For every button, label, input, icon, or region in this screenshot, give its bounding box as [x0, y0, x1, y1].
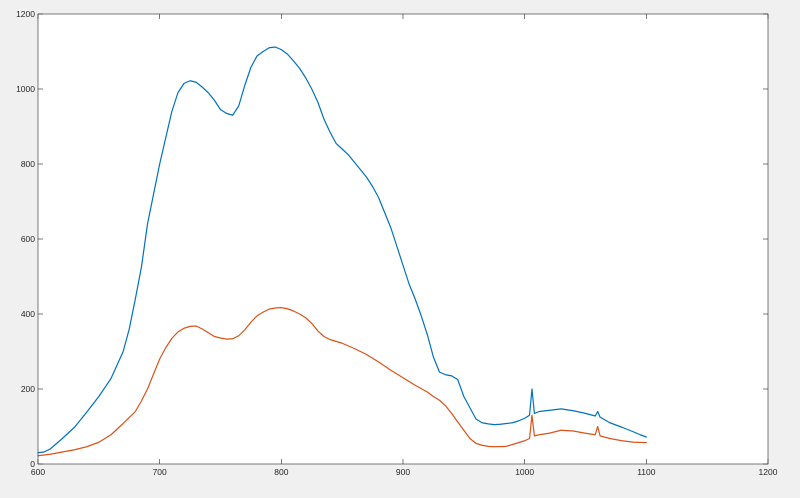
- x-tick-label: 1100: [637, 467, 656, 477]
- y-tick-label: 600: [21, 234, 35, 244]
- series-line-2: [37, 307, 647, 457]
- x-tick-label: 1200: [759, 467, 778, 477]
- x-tick-label: 800: [274, 467, 288, 477]
- y-axis: 0 200 400 600 800 1000 1200: [16, 9, 768, 469]
- y-tick-label: 200: [21, 384, 35, 394]
- y-tick-label: 0: [30, 459, 35, 469]
- x-axis: 600 700 800 900 1000 1100 1200: [31, 14, 778, 477]
- plot-area: [38, 14, 768, 464]
- series-layer: [37, 46, 647, 457]
- y-tick-label: 1000: [16, 84, 35, 94]
- x-tick-label: 900: [396, 467, 410, 477]
- x-tick-label: 700: [153, 467, 167, 477]
- series-line-1: [37, 46, 647, 454]
- y-tick-label: 800: [21, 159, 35, 169]
- x-tick-label: 600: [31, 467, 45, 477]
- y-tick-label: 400: [21, 309, 35, 319]
- x-tick-label: 1000: [515, 467, 534, 477]
- y-tick-label: 1200: [16, 9, 35, 19]
